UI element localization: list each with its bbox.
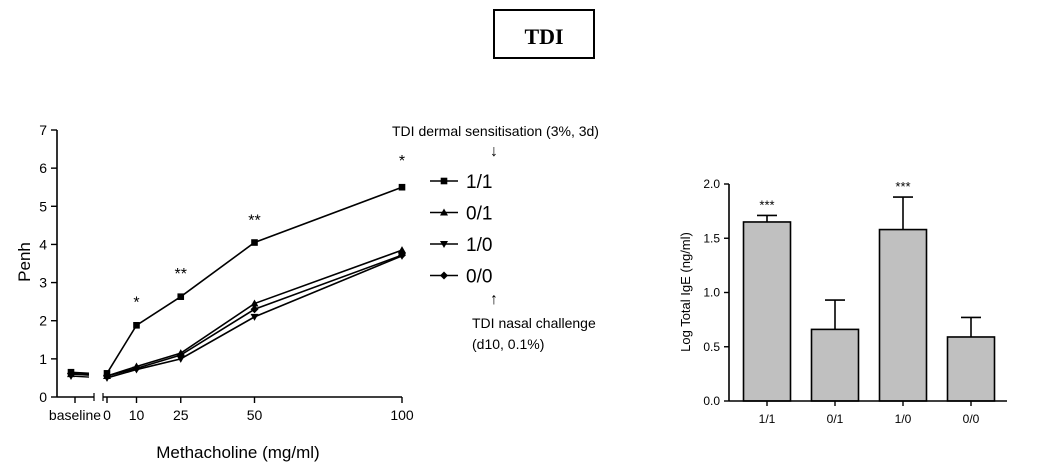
legend-marker-0/0 bbox=[440, 271, 448, 280]
bar-1/0 bbox=[878, 228, 928, 402]
data-point-0/0 bbox=[132, 364, 141, 373]
data-point-1/0 bbox=[176, 355, 185, 363]
x-tick-label: 0 bbox=[103, 407, 111, 423]
y-tick-label: 4 bbox=[39, 236, 47, 252]
bar-x-tick-label-0/1: 0/1 bbox=[827, 412, 844, 426]
x-tick-label: baseline bbox=[49, 407, 101, 423]
line-chart-x-axis-label: Methacholine (mg/ml) bbox=[156, 443, 319, 462]
data-point-0/0 bbox=[103, 372, 111, 381]
up-arrow-icon: ↑ bbox=[490, 291, 498, 308]
bar-x-tick-label-0/0: 0/0 bbox=[963, 412, 980, 426]
y-tick-label: 5 bbox=[39, 198, 47, 214]
bar-chart-bars: 1/1 *** 0/1 1/0 *** 0/0 bbox=[742, 179, 996, 426]
line-chart-legend: 1/1 0/1 1/0 0/0 bbox=[430, 172, 492, 288]
bar-y-tick-label: 2.0 bbox=[703, 177, 720, 191]
bar-y-tick-label: 1.5 bbox=[703, 231, 720, 245]
data-point-0/0 bbox=[250, 305, 259, 314]
bar-y-tick-label: 1.0 bbox=[703, 286, 720, 300]
significance-label: ** bbox=[175, 266, 187, 283]
line-chart-series bbox=[67, 183, 406, 382]
line-chart-y-axis-label: Penh bbox=[15, 242, 34, 282]
line-chart-significance: ****** bbox=[133, 153, 405, 311]
significance-label: * bbox=[133, 294, 139, 311]
figure-title: TDI bbox=[524, 24, 563, 49]
bar-significance-label: *** bbox=[759, 197, 774, 212]
data-point-0/0 bbox=[176, 351, 185, 360]
data-point-1/0 bbox=[250, 313, 259, 321]
legend-label-1/1: 1/1 bbox=[466, 172, 492, 193]
y-tick-label: 2 bbox=[39, 313, 47, 329]
y-tick-label: 6 bbox=[39, 160, 47, 176]
baseline-point-0/0 bbox=[67, 369, 75, 378]
bar-chart-y-axis-label: Log Total IgE (ng/ml) bbox=[678, 232, 693, 352]
x-tick-label: 25 bbox=[173, 407, 189, 423]
significance-label: ** bbox=[248, 212, 260, 229]
bar-y-tick-label: 0.0 bbox=[703, 394, 720, 408]
y-tick-label: 0 bbox=[39, 389, 47, 405]
bar-chart-axes: 0.0 0.5 1.0 1.5 2.0 bbox=[703, 177, 1007, 408]
bar-x-tick-label-1/0: 1/0 bbox=[895, 412, 912, 426]
data-point-0/1 bbox=[398, 246, 406, 254]
legend-marker-1/0 bbox=[440, 241, 448, 248]
significance-label: * bbox=[399, 153, 405, 170]
data-point-0/0 bbox=[398, 251, 406, 260]
data-point-0/1 bbox=[250, 299, 259, 307]
annotation-bottom-line1: TDI nasal challenge bbox=[472, 315, 596, 331]
bar-1/1 bbox=[742, 221, 792, 402]
data-point-1/1 bbox=[251, 239, 258, 246]
y-tick-label: 3 bbox=[39, 275, 47, 291]
ige-bar-chart: 1/1 *** 0/1 1/0 *** 0/0 0.0 0.5 1.0 1.5 2.0 Log T… bbox=[678, 177, 1007, 426]
bar-significance-label: *** bbox=[895, 179, 910, 194]
bar-0/0 bbox=[946, 336, 996, 402]
legend-marker-0/1 bbox=[440, 208, 448, 216]
y-tick-label: 7 bbox=[39, 122, 47, 138]
x-tick-label: 50 bbox=[247, 407, 263, 423]
legend-marker-1/1 bbox=[440, 177, 448, 185]
legend-label-0/0: 0/0 bbox=[466, 267, 492, 288]
legend-label-0/1: 0/1 bbox=[466, 204, 492, 225]
data-point-1/1 bbox=[177, 293, 185, 300]
annotations: TDI dermal sensitisation (3%, 3d) ↓ ↑ TD… bbox=[392, 123, 599, 352]
y-tick-label: 1 bbox=[39, 351, 47, 367]
line-chart-axes: 0 1 2 3 4 5 6 7 baseline 0 10 25 50 100 bbox=[39, 122, 414, 423]
x-tick-label: 10 bbox=[129, 407, 145, 423]
bar-0/1 bbox=[810, 328, 860, 402]
legend-label-1/0: 1/0 bbox=[466, 235, 492, 256]
x-tick-label: 100 bbox=[390, 407, 414, 423]
down-arrow-icon: ↓ bbox=[490, 143, 498, 160]
figure-title-box: TDI bbox=[493, 9, 595, 59]
data-point-1/1 bbox=[398, 183, 406, 191]
data-point-1/1 bbox=[133, 321, 140, 329]
annotation-top: TDI dermal sensitisation (3%, 3d) bbox=[392, 123, 599, 139]
bar-y-tick-label: 0.5 bbox=[703, 340, 720, 354]
baseline-line-1/0 bbox=[70, 375, 90, 378]
annotation-bottom-line2: (d10, 0.1%) bbox=[472, 336, 544, 352]
bar-x-tick-label-1/1: 1/1 bbox=[759, 412, 776, 426]
